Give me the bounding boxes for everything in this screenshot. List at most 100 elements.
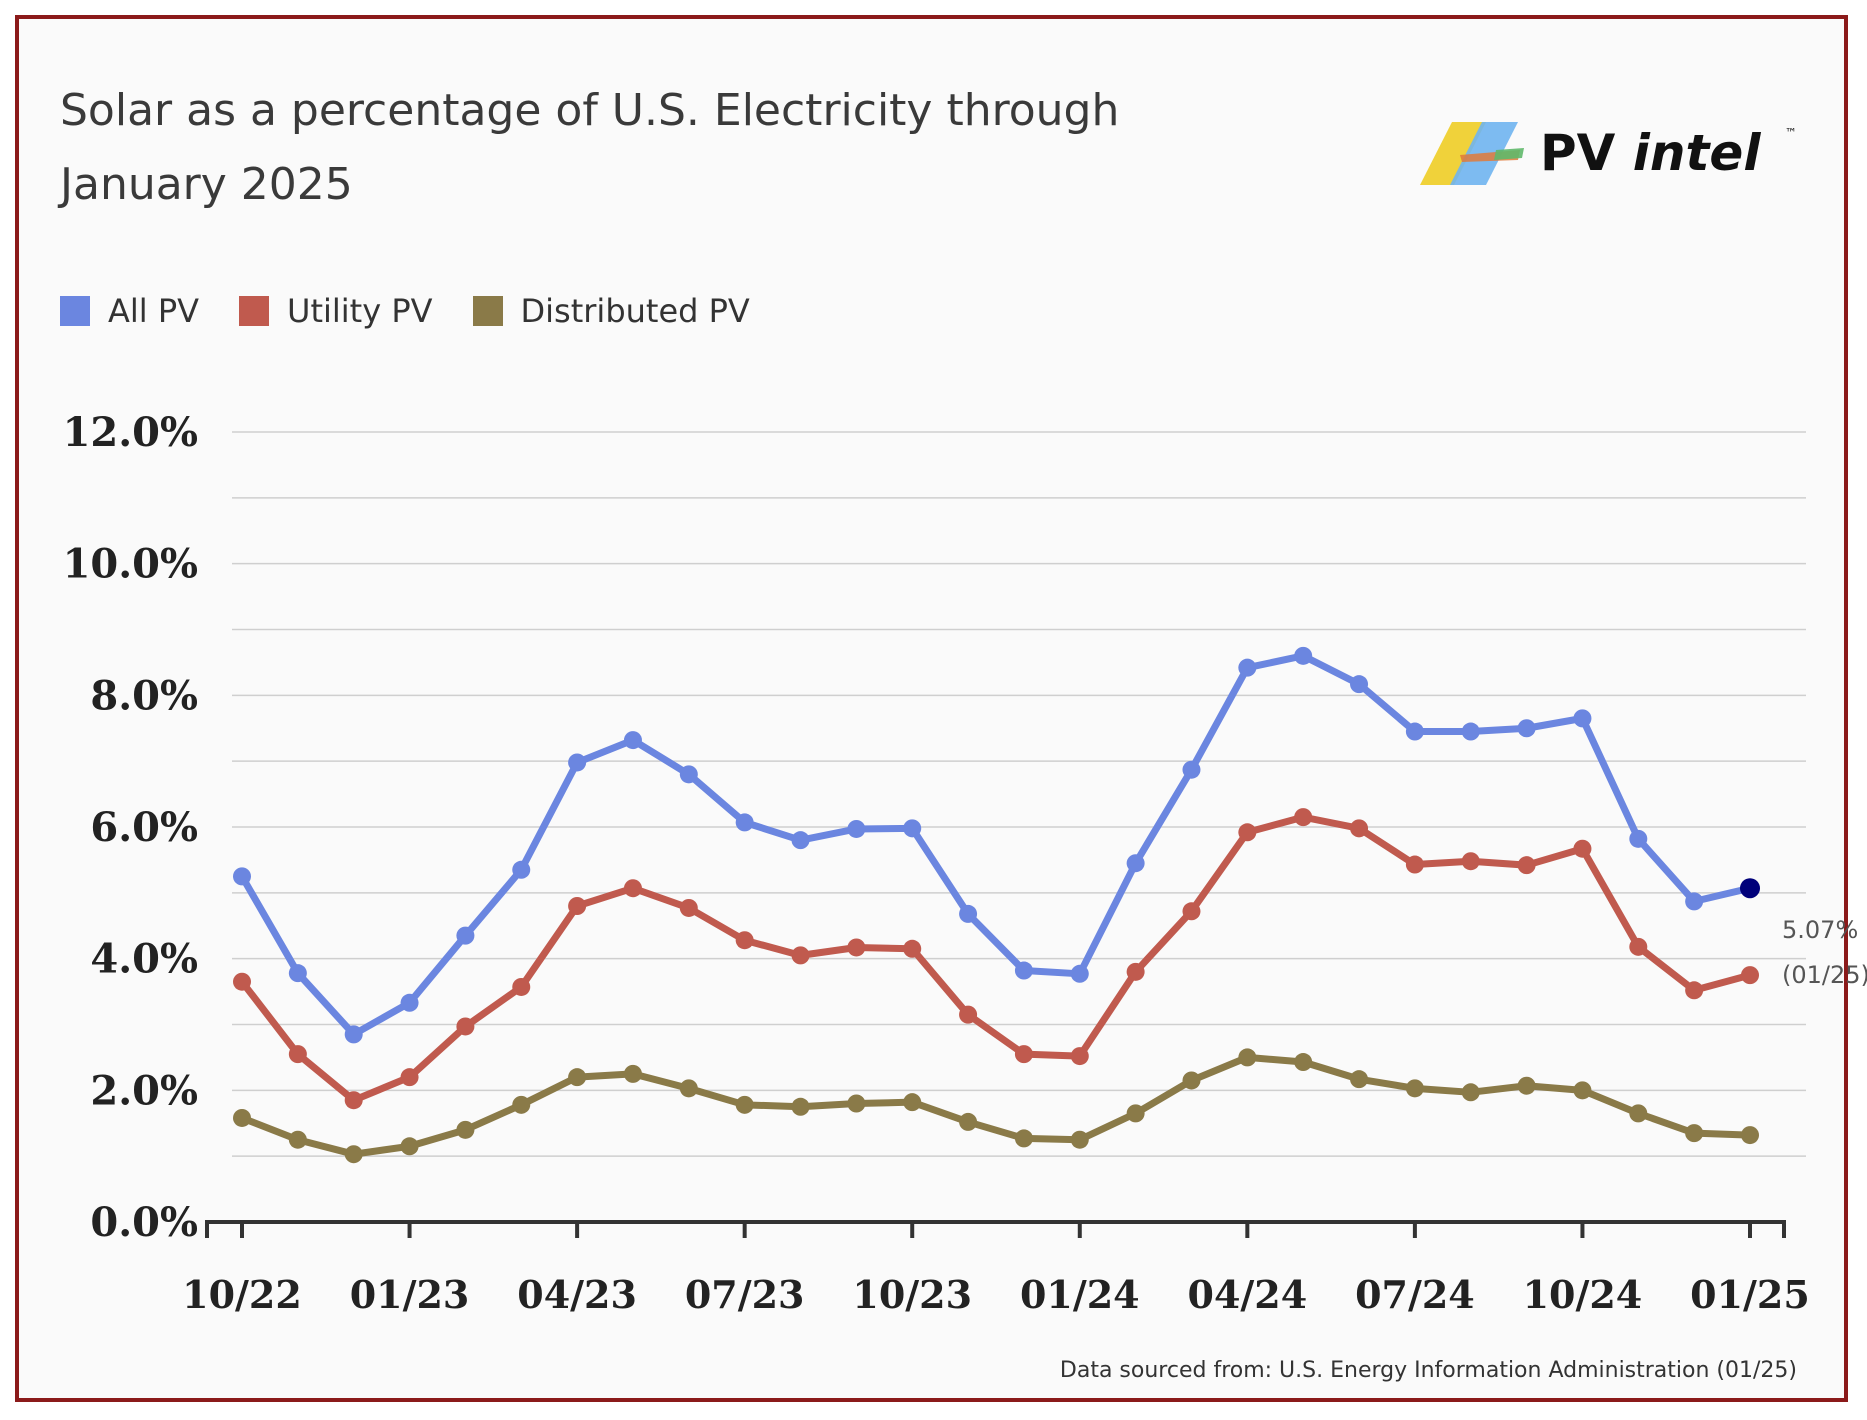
data-point-utility-pv[interactable] <box>1126 962 1145 981</box>
data-point-all-pv[interactable] <box>512 860 531 879</box>
data-point-all-pv[interactable] <box>735 813 754 832</box>
data-point-distributed-pv[interactable] <box>623 1064 642 1083</box>
series-line-distributed-pv <box>238 1053 1754 1158</box>
data-point-distributed-pv[interactable] <box>233 1108 251 1127</box>
data-point-distributed-pv[interactable] <box>1350 1070 1369 1089</box>
data-point-distributed-pv[interactable] <box>512 1095 531 1114</box>
data-point-all-pv[interactable] <box>288 964 307 983</box>
data-point-distributed-pv[interactable] <box>791 1097 810 1116</box>
data-point-all-pv[interactable] <box>1014 961 1033 980</box>
y-tick-label: 2.0% <box>90 1067 198 1114</box>
y-tick-label: 6.0% <box>90 804 198 851</box>
data-point-all-pv[interactable] <box>791 831 810 850</box>
data-point-utility-pv[interactable] <box>1182 902 1201 921</box>
data-point-utility-pv[interactable] <box>903 939 922 958</box>
data-point-distributed-pv[interactable] <box>344 1145 363 1164</box>
data-point-utility-pv[interactable] <box>512 977 531 996</box>
legend-item-distributed-pv[interactable]: Distributed PV <box>472 292 750 330</box>
data-point-distributed-pv[interactable] <box>400 1137 419 1156</box>
data-point-utility-pv[interactable] <box>959 1005 978 1024</box>
data-point-all-pv[interactable] <box>233 867 251 886</box>
data-point-distributed-pv[interactable] <box>1573 1081 1592 1100</box>
data-point-utility-pv[interactable] <box>1405 855 1424 874</box>
data-point-utility-pv[interactable] <box>568 897 587 915</box>
data-point-utility-pv[interactable] <box>1238 823 1257 842</box>
data-point-distributed-pv[interactable] <box>1014 1129 1033 1148</box>
data-point-all-pv[interactable] <box>1573 709 1592 728</box>
data-point-utility-pv[interactable] <box>1517 856 1536 875</box>
data-point-all-pv[interactable] <box>568 753 587 772</box>
data-point-utility-pv[interactable] <box>233 972 251 991</box>
data-point-utility-pv[interactable] <box>847 938 866 957</box>
legend-item-utility-pv[interactable]: Utility PV <box>239 292 433 330</box>
data-point-distributed-pv[interactable] <box>735 1095 754 1114</box>
data-point-distributed-pv[interactable] <box>1182 1071 1201 1090</box>
x-tick-label: 01/23 <box>350 1272 470 1317</box>
legend-item-all-pv[interactable]: All PV <box>60 292 199 330</box>
data-point-distributed-pv[interactable] <box>1629 1104 1648 1123</box>
data-point-distributed-pv[interactable] <box>847 1094 866 1113</box>
data-point-all-pv[interactable] <box>623 731 642 750</box>
data-point-utility-pv[interactable] <box>1573 839 1592 858</box>
data-point-all-pv[interactable] <box>400 993 419 1012</box>
x-tick-label: 10/23 <box>852 1272 972 1317</box>
data-point-all-pv[interactable] <box>1350 675 1369 694</box>
data-point-utility-pv[interactable] <box>1629 937 1648 956</box>
data-point-all-pv[interactable] <box>903 819 922 838</box>
data-point-utility-pv[interactable] <box>1461 852 1480 871</box>
data-point-distributed-pv[interactable] <box>1517 1076 1536 1095</box>
data-point-utility-pv[interactable] <box>344 1091 363 1110</box>
data-point-all-pv[interactable] <box>679 765 698 784</box>
data-point-utility-pv[interactable] <box>1350 819 1369 838</box>
data-point-utility-pv[interactable] <box>1685 981 1704 1000</box>
legend-label-distributed-pv: Distributed PV <box>520 292 750 330</box>
data-point-all-pv[interactable] <box>1685 892 1704 911</box>
chart-frame <box>15 15 1848 1402</box>
y-tick-label: 4.0% <box>90 936 198 983</box>
data-point-all-pv[interactable] <box>959 904 978 923</box>
data-point-utility-pv[interactable] <box>679 898 698 917</box>
data-point-all-pv[interactable] <box>1517 719 1536 738</box>
data-source-footnote: Data sourced from: U.S. Energy Informati… <box>1059 1358 1797 1383</box>
data-point-distributed-pv[interactable] <box>1405 1079 1424 1098</box>
data-point-distributed-pv[interactable] <box>1126 1104 1145 1123</box>
data-point-all-pv[interactable] <box>1629 829 1648 848</box>
data-point-utility-pv[interactable] <box>735 931 754 950</box>
data-point-all-pv[interactable] <box>1405 722 1424 741</box>
data-point-utility-pv[interactable] <box>1070 1047 1089 1066</box>
data-point-utility-pv[interactable] <box>791 946 810 965</box>
data-point-all-pv[interactable] <box>1294 646 1313 665</box>
data-point-utility-pv[interactable] <box>1741 966 1759 985</box>
data-point-distributed-pv[interactable] <box>1294 1053 1313 1072</box>
data-point-all-pv[interactable] <box>344 1025 363 1044</box>
x-tick-label: 01/24 <box>1020 1272 1140 1317</box>
data-point-utility-pv[interactable] <box>456 1017 475 1036</box>
data-point-utility-pv[interactable] <box>400 1068 419 1087</box>
data-point-all-pv[interactable] <box>1740 878 1760 899</box>
data-point-distributed-pv[interactable] <box>1238 1048 1257 1067</box>
data-point-distributed-pv[interactable] <box>1461 1083 1480 1102</box>
data-point-distributed-pv[interactable] <box>903 1093 922 1112</box>
data-point-all-pv[interactable] <box>847 819 866 838</box>
data-point-utility-pv[interactable] <box>1294 808 1313 827</box>
legend-swatch-utility-pv <box>239 296 270 326</box>
data-point-distributed-pv[interactable] <box>1070 1130 1089 1149</box>
legend-label-utility-pv: Utility PV <box>287 292 433 330</box>
pv-intel-logo: PV intel ™ <box>1400 110 1820 200</box>
data-point-all-pv[interactable] <box>456 926 475 945</box>
data-point-distributed-pv[interactable] <box>679 1079 698 1098</box>
data-point-distributed-pv[interactable] <box>1741 1126 1759 1145</box>
data-point-distributed-pv[interactable] <box>568 1068 587 1087</box>
data-point-distributed-pv[interactable] <box>288 1130 307 1149</box>
data-point-utility-pv[interactable] <box>288 1045 307 1064</box>
data-point-all-pv[interactable] <box>1238 658 1257 677</box>
data-point-distributed-pv[interactable] <box>456 1120 475 1139</box>
data-point-distributed-pv[interactable] <box>1685 1124 1704 1143</box>
data-point-all-pv[interactable] <box>1461 722 1480 741</box>
data-point-utility-pv[interactable] <box>1014 1045 1033 1064</box>
data-point-all-pv[interactable] <box>1070 964 1089 983</box>
data-point-utility-pv[interactable] <box>623 879 642 898</box>
data-point-all-pv[interactable] <box>1182 760 1201 779</box>
data-point-distributed-pv[interactable] <box>959 1112 978 1131</box>
data-point-all-pv[interactable] <box>1126 854 1145 873</box>
